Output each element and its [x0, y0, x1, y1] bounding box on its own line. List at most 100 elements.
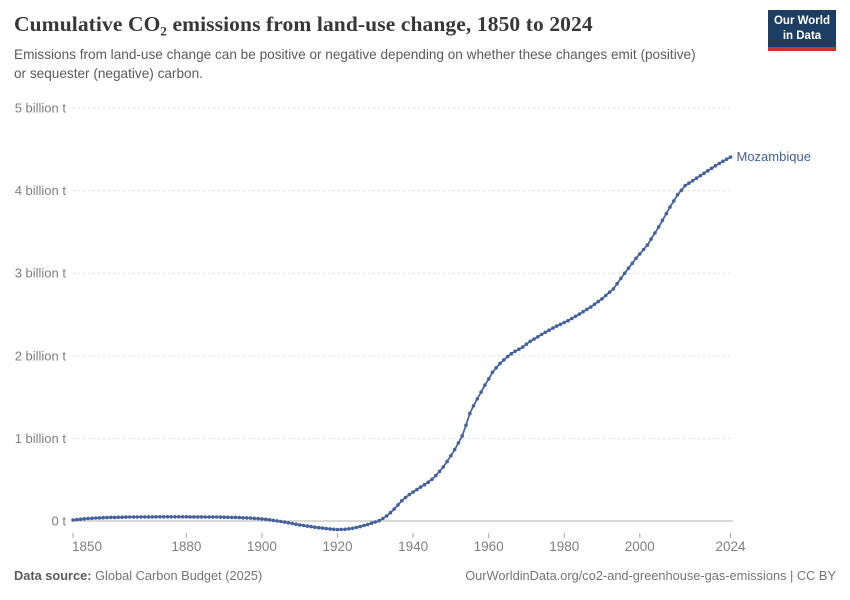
data-point[interactable]: [445, 459, 449, 464]
data-point[interactable]: [214, 515, 219, 519]
data-point[interactable]: [452, 447, 457, 452]
data-point[interactable]: [430, 477, 434, 482]
data-point[interactable]: [728, 155, 733, 159]
data-point[interactable]: [468, 411, 472, 416]
data-point[interactable]: [607, 290, 612, 294]
data-point[interactable]: [528, 339, 532, 344]
data-point[interactable]: [660, 218, 665, 223]
data-point[interactable]: [460, 434, 465, 438]
data-point[interactable]: [641, 247, 646, 252]
data-point[interactable]: [97, 516, 102, 520]
data-point[interactable]: [596, 299, 600, 304]
data-point[interactable]: [411, 490, 415, 494]
chart-canvas[interactable]: 0 t 1 billion t 2 billion t 3 billion t 4 bi…: [0, 95, 850, 565]
data-point[interactable]: [509, 351, 514, 356]
data-point[interactable]: [335, 527, 340, 532]
data-point[interactable]: [127, 515, 132, 519]
data-point[interactable]: [513, 349, 517, 354]
data-point[interactable]: [184, 515, 189, 519]
data-point[interactable]: [672, 199, 676, 203]
data-point[interactable]: [369, 521, 374, 525]
data-point[interactable]: [679, 188, 684, 192]
data-point[interactable]: [195, 515, 200, 519]
data-point[interactable]: [279, 519, 283, 524]
data-point[interactable]: [143, 515, 147, 519]
data-point[interactable]: [252, 516, 257, 521]
data-point[interactable]: [645, 243, 650, 247]
data-point[interactable]: [320, 526, 325, 530]
data-point[interactable]: [626, 266, 631, 270]
data-point[interactable]: [653, 231, 657, 235]
series-line[interactable]: [72, 156, 731, 531]
data-point[interactable]: [464, 423, 468, 428]
data-point[interactable]: [619, 276, 623, 281]
data-point[interactable]: [354, 525, 359, 530]
data-point[interactable]: [241, 516, 245, 520]
data-point[interactable]: [600, 297, 604, 301]
data-point[interactable]: [101, 515, 105, 520]
data-point[interactable]: [475, 397, 480, 401]
data-point[interactable]: [316, 525, 321, 530]
data-point[interactable]: [717, 161, 721, 166]
data-point[interactable]: [588, 305, 593, 309]
data-point[interactable]: [449, 453, 453, 458]
data-point[interactable]: [573, 314, 578, 319]
data-point[interactable]: [687, 181, 691, 185]
data-point[interactable]: [400, 499, 404, 503]
data-point[interactable]: [630, 261, 635, 266]
data-point[interactable]: [551, 326, 555, 330]
data-point[interactable]: [116, 515, 121, 520]
data-point[interactable]: [724, 157, 729, 161]
data-point[interactable]: [305, 524, 310, 528]
data-point[interactable]: [203, 515, 208, 519]
data-point[interactable]: [301, 523, 306, 528]
data-point[interactable]: [721, 159, 725, 164]
data-point[interactable]: [396, 503, 400, 507]
data-point[interactable]: [165, 515, 170, 519]
data-point[interactable]: [112, 515, 117, 520]
data-point[interactable]: [554, 324, 559, 328]
data-point[interactable]: [339, 527, 344, 532]
data-point[interactable]: [577, 312, 582, 316]
data-point[interactable]: [75, 517, 79, 522]
data-point[interactable]: [638, 252, 642, 256]
data-point[interactable]: [271, 518, 276, 523]
data-point[interactable]: [188, 515, 192, 519]
data-point[interactable]: [154, 515, 158, 519]
data-point[interactable]: [702, 171, 706, 176]
data-point[interactable]: [392, 507, 397, 511]
data-point[interactable]: [120, 515, 124, 519]
data-point[interactable]: [365, 522, 370, 527]
data-point[interactable]: [222, 515, 226, 519]
data-point[interactable]: [524, 342, 529, 346]
data-point[interactable]: [494, 366, 499, 370]
data-point[interactable]: [362, 523, 366, 528]
data-point[interactable]: [381, 516, 385, 521]
data-point[interactable]: [713, 164, 718, 168]
data-point[interactable]: [622, 271, 627, 275]
data-point[interactable]: [82, 517, 87, 521]
data-point[interactable]: [384, 514, 389, 518]
data-point[interactable]: [260, 517, 264, 521]
line-chart[interactable]: 0 t 1 billion t 2 billion t 3 billion t 4 bi…: [0, 95, 850, 565]
data-point[interactable]: [309, 524, 313, 529]
data-point[interactable]: [585, 307, 589, 312]
data-point[interactable]: [297, 523, 302, 527]
data-point[interactable]: [105, 515, 109, 520]
data-point[interactable]: [592, 302, 597, 307]
data-point[interactable]: [562, 320, 566, 325]
data-point[interactable]: [294, 522, 298, 526]
data-point[interactable]: [71, 518, 75, 522]
data-point[interactable]: [581, 309, 585, 314]
data-point[interactable]: [520, 345, 525, 349]
data-point[interactable]: [483, 383, 487, 387]
data-point[interactable]: [177, 515, 181, 519]
data-point[interactable]: [131, 515, 136, 519]
data-point[interactable]: [150, 515, 155, 519]
data-point[interactable]: [78, 517, 83, 521]
data-point[interactable]: [173, 515, 177, 519]
data-point[interactable]: [211, 515, 215, 519]
data-point[interactable]: [566, 318, 570, 323]
data-point[interactable]: [226, 515, 230, 520]
data-point[interactable]: [169, 515, 173, 519]
